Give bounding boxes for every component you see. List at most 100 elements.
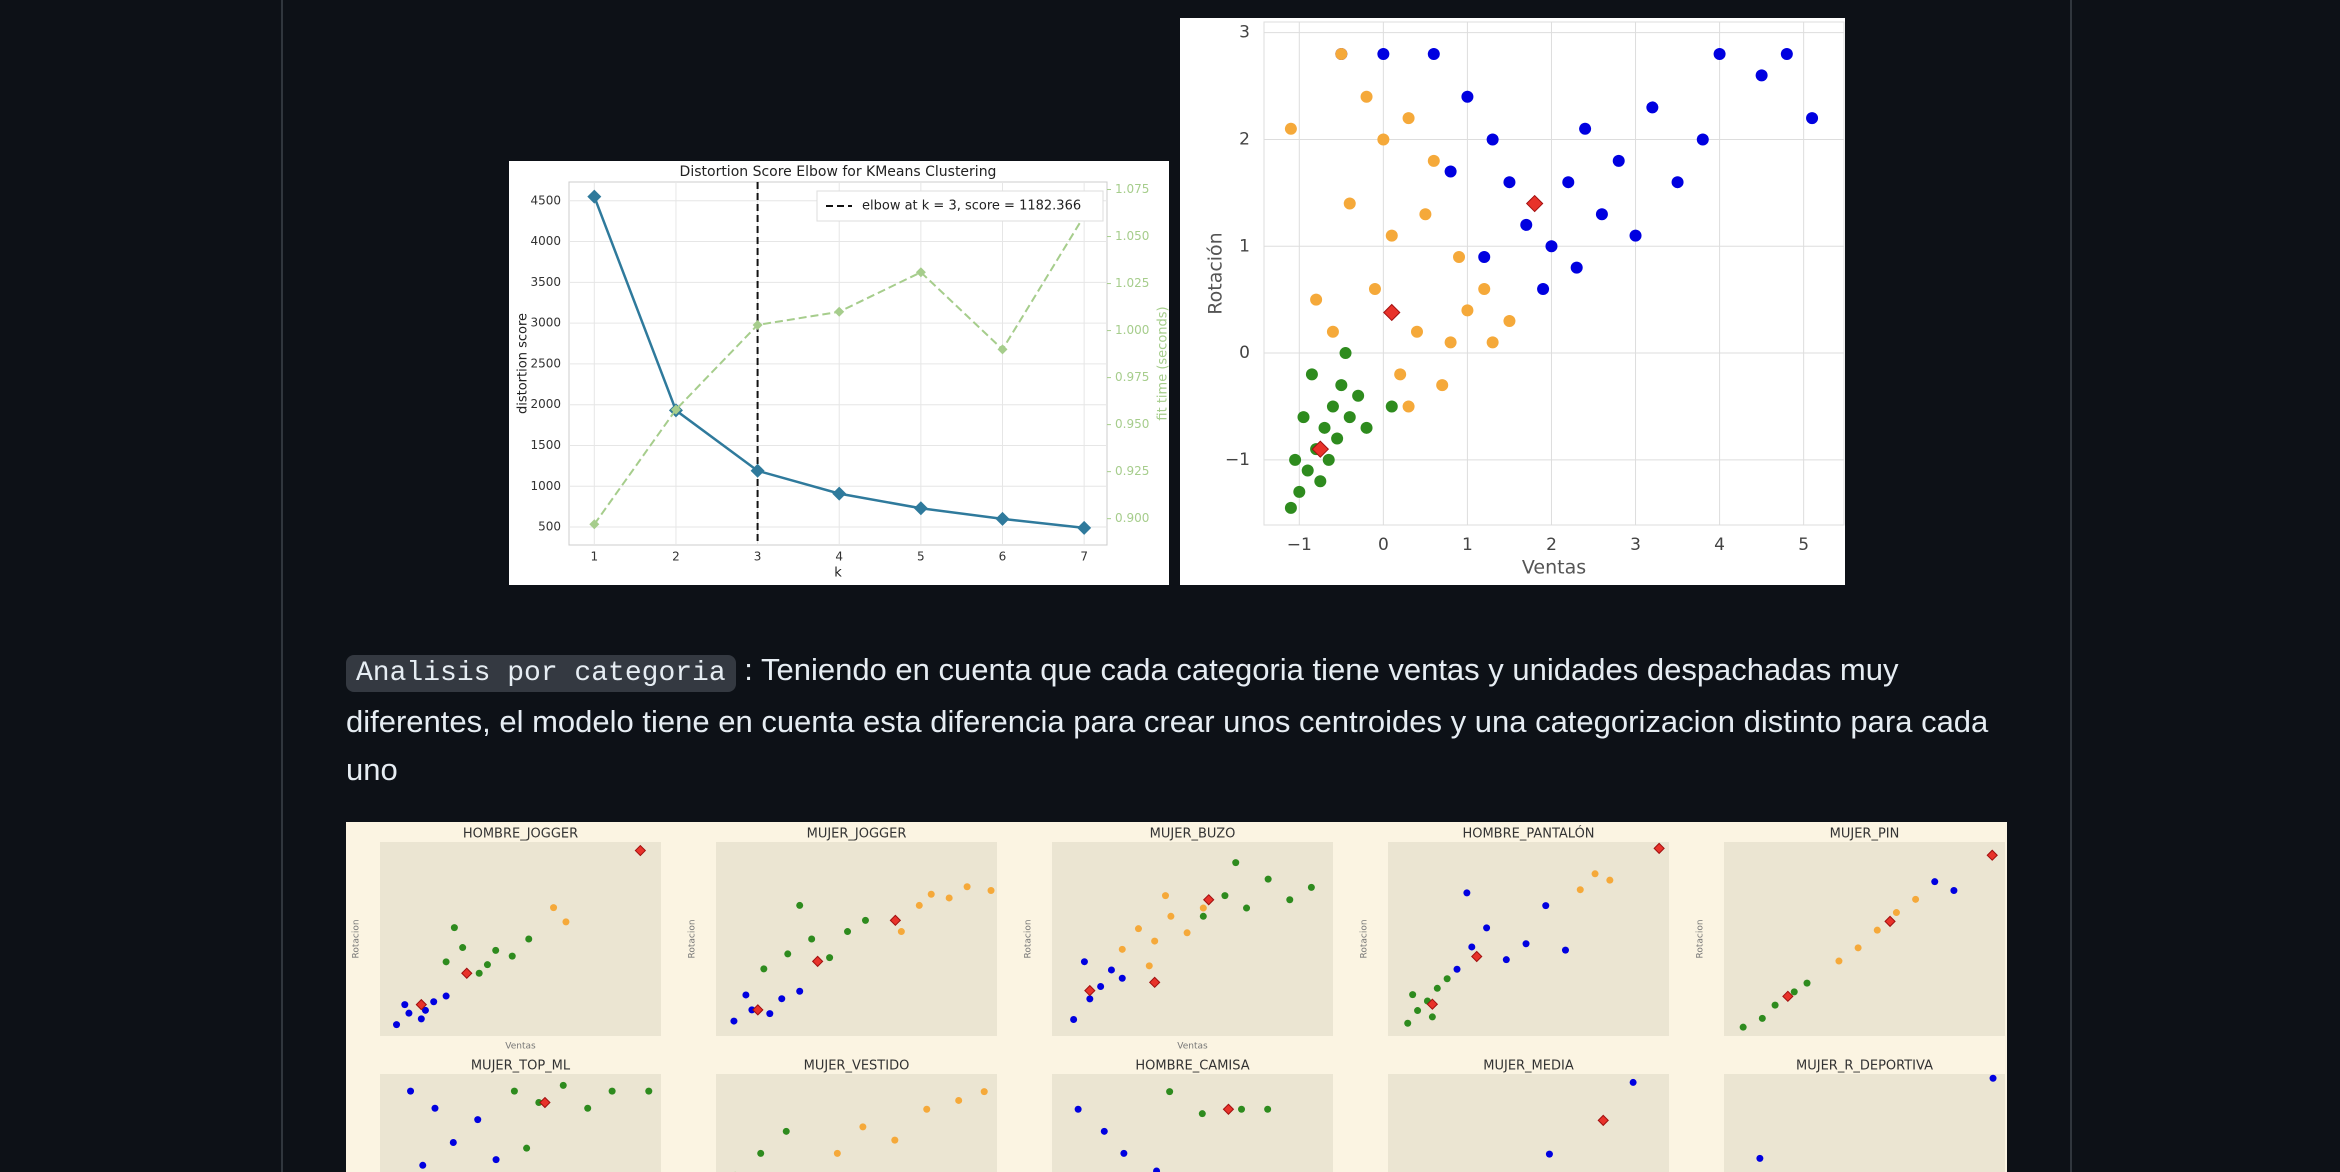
y2-tick-label: 1.000 (1115, 323, 1149, 337)
point (1646, 101, 1659, 114)
point (1151, 937, 1159, 945)
y2-tick-label: 1.050 (1115, 229, 1149, 243)
point (1503, 315, 1516, 328)
point (1238, 1105, 1246, 1113)
centroid (889, 914, 902, 927)
point (1339, 347, 1352, 360)
point (1377, 133, 1390, 146)
point (1522, 940, 1530, 948)
point (1118, 945, 1126, 953)
point (442, 992, 450, 1000)
point (421, 1006, 429, 1014)
centroid (1471, 950, 1483, 963)
y-axis-label: Rotacion (1360, 919, 1370, 958)
point (730, 1017, 738, 1025)
point (1931, 878, 1939, 886)
point (1612, 154, 1625, 167)
point (1892, 909, 1900, 917)
x-tick-label: 4 (835, 550, 843, 564)
x-tick-label: 5 (917, 550, 925, 564)
point (826, 954, 834, 962)
marker (587, 189, 602, 204)
point (1360, 90, 1373, 103)
plot-area (380, 842, 661, 1036)
point (584, 1104, 592, 1112)
centroid (811, 955, 824, 968)
panel-title: MUJER_VESTIDO (804, 1059, 910, 1074)
point (1671, 176, 1684, 189)
point (523, 1144, 531, 1152)
point (431, 1104, 439, 1112)
x-tick-label: 2 (1546, 535, 1557, 555)
point (1153, 1167, 1161, 1172)
plot-area (1724, 1074, 2005, 1172)
point (1232, 859, 1240, 867)
point (1183, 929, 1191, 937)
point (1264, 1105, 1272, 1113)
point (1790, 988, 1798, 996)
marker (832, 486, 847, 501)
point (1289, 453, 1302, 466)
marker (589, 519, 600, 530)
point (525, 935, 533, 943)
centroid (1525, 194, 1544, 213)
point (1385, 229, 1398, 242)
y-axis-label: Rotación (1205, 232, 1227, 314)
point (1950, 887, 1958, 894)
x-tick-label: 7 (1080, 550, 1088, 564)
centroid (752, 1004, 764, 1016)
y-tick-label: 4500 (530, 193, 561, 207)
point (1297, 411, 1310, 424)
point (483, 961, 491, 969)
point (1107, 966, 1115, 974)
point (1545, 1150, 1553, 1158)
point (1404, 1019, 1412, 1027)
y-axis-label: distortion score (516, 313, 531, 414)
point (559, 1081, 567, 1089)
centroid (1986, 849, 1998, 861)
point (1444, 165, 1457, 178)
point (1433, 984, 1441, 992)
point (407, 1087, 415, 1095)
point (1335, 379, 1348, 392)
point (1478, 282, 1491, 295)
x-tick-label: 6 (999, 550, 1007, 564)
point (778, 995, 786, 1003)
point (1629, 229, 1642, 242)
point (1912, 895, 1920, 903)
point (1166, 1088, 1174, 1096)
point (1483, 924, 1491, 932)
point (1097, 982, 1105, 990)
point (1854, 944, 1862, 952)
y2-tick-label: 0.900 (1115, 511, 1149, 525)
panel-title: MUJER_MEDIA (1483, 1059, 1574, 1074)
point (1419, 208, 1432, 221)
y-tick-label: 2500 (530, 356, 561, 370)
point (891, 1136, 899, 1144)
point (1410, 325, 1423, 338)
point (955, 1096, 963, 1104)
point (833, 1149, 841, 1157)
point (915, 901, 923, 909)
plot-area (1052, 842, 1333, 1036)
y2-tick-label: 1.025 (1115, 276, 1149, 290)
y2-tick-label: 0.975 (1115, 370, 1149, 384)
point (1579, 122, 1592, 135)
point (784, 950, 792, 958)
point (1414, 1007, 1422, 1015)
point (1070, 1015, 1078, 1023)
marker (750, 463, 765, 478)
point (1537, 282, 1550, 295)
point (562, 918, 570, 926)
point (1080, 958, 1088, 966)
point (1486, 133, 1499, 146)
point (1198, 1110, 1206, 1118)
point (459, 944, 467, 952)
point (1118, 974, 1126, 982)
x-axis-label: k (834, 566, 842, 581)
y-tick-label: 2000 (530, 397, 561, 411)
point (1402, 400, 1415, 413)
inline-code: Analisis por categoria (346, 655, 736, 692)
point (1771, 1001, 1779, 1009)
